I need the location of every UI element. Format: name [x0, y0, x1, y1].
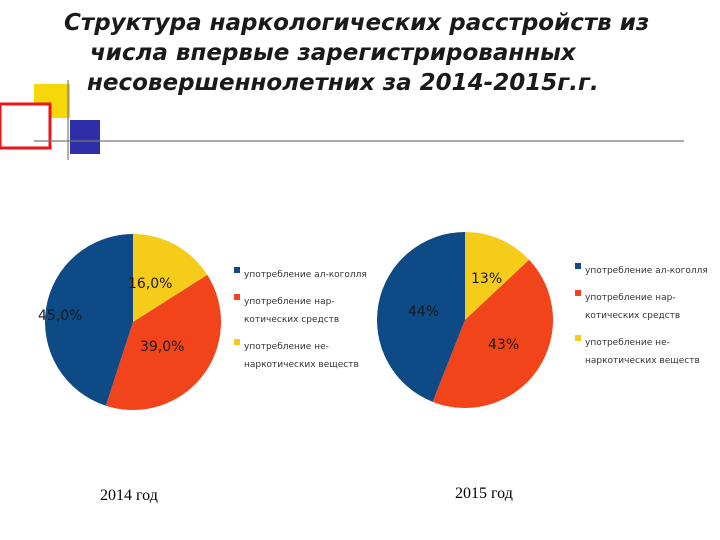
slice-value-label: 16,0%	[128, 276, 172, 292]
legend-label: употребление нар-котических средств	[585, 293, 681, 321]
slice-value-label: 43%	[488, 337, 519, 353]
slice-value-label: 39,0%	[140, 339, 184, 355]
legend-label: употребление не-наркотических веществ	[244, 342, 359, 370]
legend-2015: употребление ал-коголля употребление нар…	[575, 260, 720, 377]
legend-item: употребление нар-котических средств	[234, 291, 384, 327]
legend-item: употребление ал-коголля	[234, 264, 384, 282]
legend-item: употребление не-наркотических веществ	[234, 336, 384, 372]
legend-swatch	[575, 335, 581, 341]
pie-slice	[133, 234, 208, 322]
page-title: Структура наркологических расстройств из…	[60, 8, 710, 98]
pie-slice	[105, 274, 221, 410]
legend-2014: употребление ал-коголля употребление нар…	[234, 264, 384, 381]
pie-slice	[432, 259, 553, 408]
slice-value-label: 13%	[471, 271, 502, 287]
legend-swatch	[234, 294, 240, 300]
title-line-1: Структура наркологических расстройств из	[64, 10, 650, 36]
title-line-3: несовершеннолетних за 2014-2015г.г.	[87, 70, 599, 96]
legend-label: употребление ал-коголля	[244, 270, 367, 280]
legend-label: употребление ал-коголля	[585, 266, 708, 276]
legend-item: употребление ал-коголля	[575, 260, 720, 278]
pie-chart-2015: 44% 43% 13%	[377, 232, 553, 408]
deco-blue-block	[70, 120, 100, 154]
year-label-2015: 2015 год	[455, 485, 513, 502]
pie-slice	[465, 232, 530, 320]
legend-item: употребление нар-котических средств	[575, 287, 720, 323]
legend-label: употребление не-наркотических веществ	[585, 338, 700, 366]
title-line-2: числа впервые зарегистрированных	[90, 40, 576, 66]
pie-slice	[45, 234, 133, 406]
legend-swatch	[234, 267, 240, 273]
corner-decoration	[0, 80, 684, 160]
legend-item: употребление не-наркотических веществ	[575, 332, 720, 368]
slice-value-label: 44%	[408, 304, 439, 320]
pie-chart-2014: 45,0% 39,0% 16,0%	[38, 234, 221, 410]
year-label-2014: 2014 год	[100, 487, 158, 504]
legend-swatch	[575, 263, 581, 269]
legend-swatch	[234, 339, 240, 345]
slice-value-label: 45,0%	[38, 308, 82, 324]
pie-slice	[377, 232, 465, 402]
legend-swatch	[575, 290, 581, 296]
legend-label: употребление нар-котических средств	[244, 297, 340, 325]
